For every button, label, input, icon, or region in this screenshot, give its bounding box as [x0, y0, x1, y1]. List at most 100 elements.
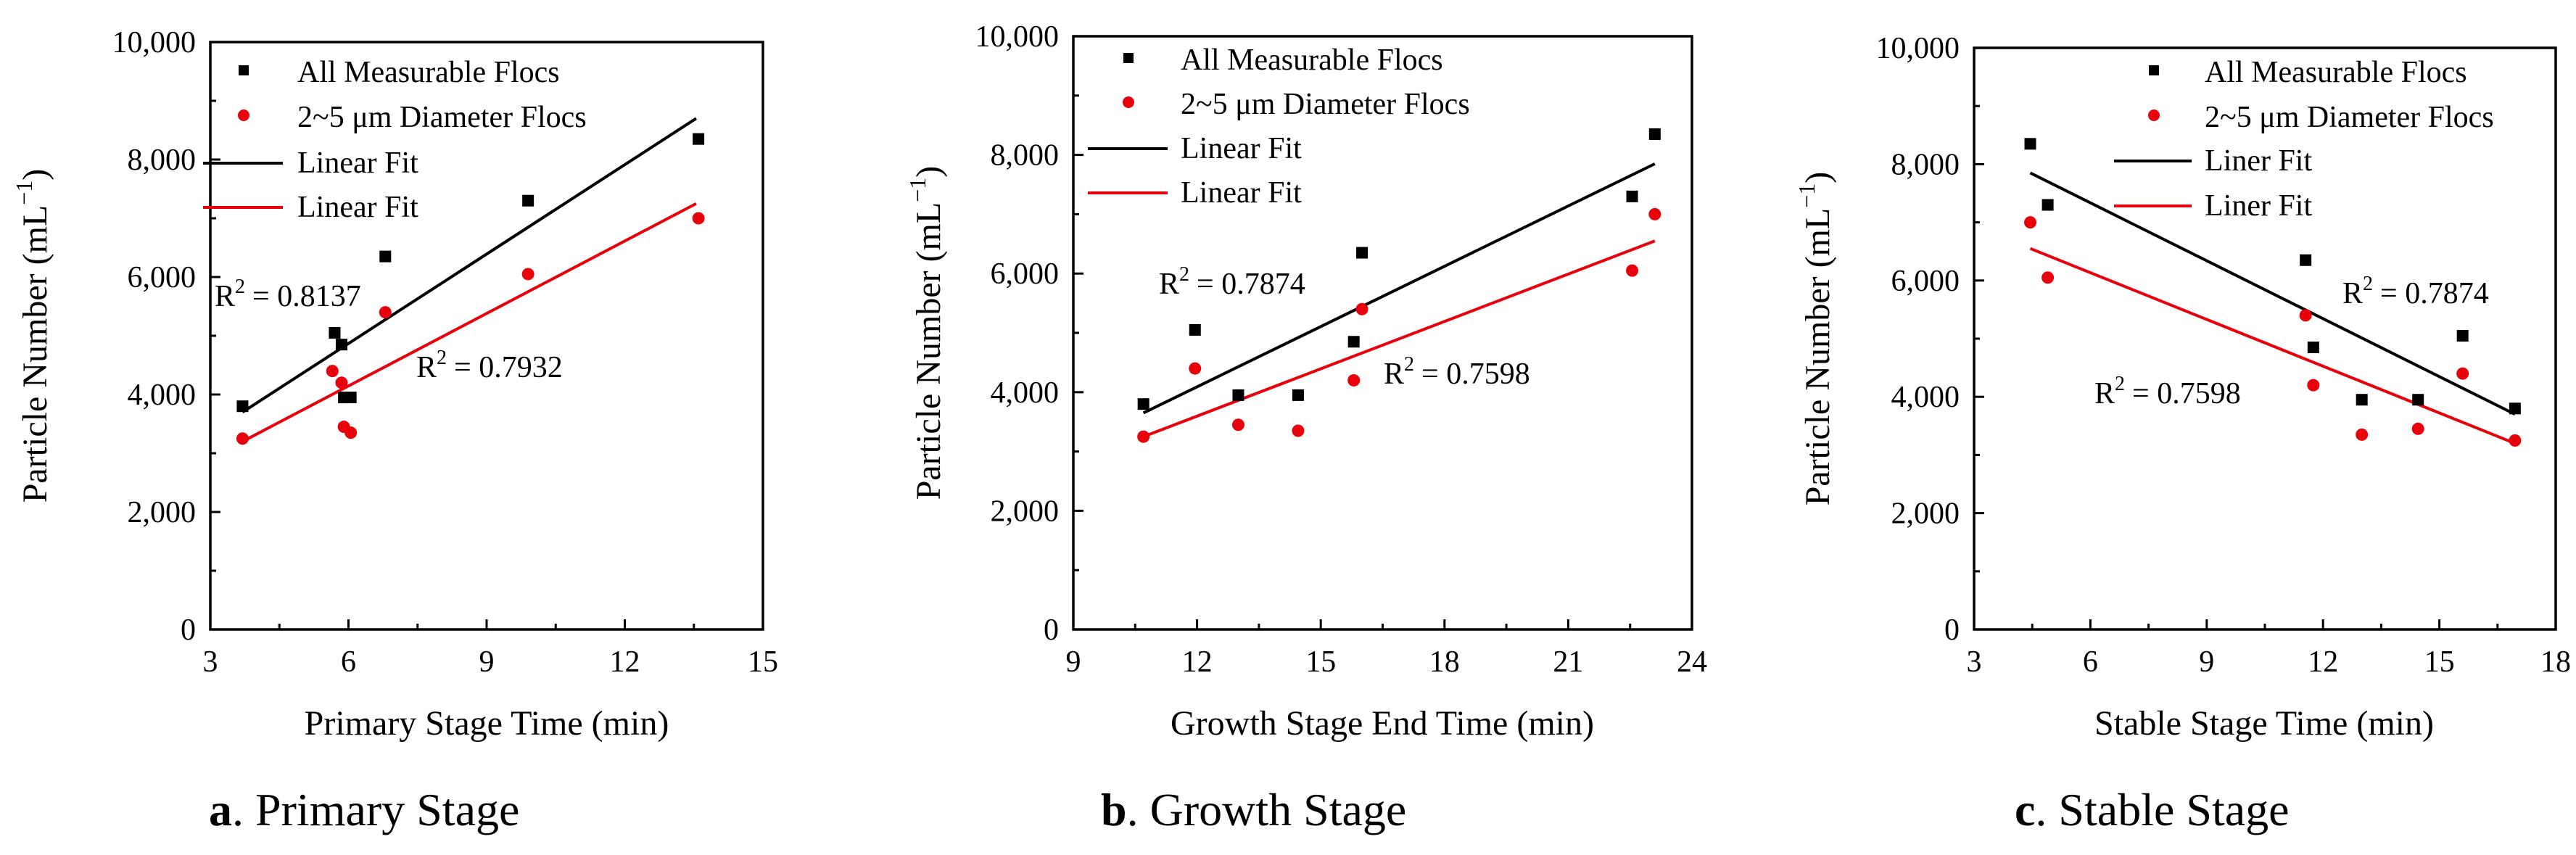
point-a-small-flocs: [344, 426, 358, 439]
legend-c-circle-marker: [2148, 110, 2160, 121]
y-tick-label-b: 6,000: [991, 257, 1060, 291]
point-c-all-flocs: [2456, 329, 2469, 342]
point-c-small-flocs: [2509, 434, 2522, 447]
y-tick-label-b: 2,000: [991, 495, 1060, 528]
panel-c-marks: [2024, 138, 2522, 447]
x-axis-label-c: Stable Stage Time (min): [2094, 704, 2434, 743]
y-tick-label-b: 8,000: [991, 139, 1060, 173]
legend-c-square-marker: [2149, 65, 2159, 75]
x-tick-label-b: 9: [1066, 645, 1081, 679]
point-a-all-flocs: [236, 400, 249, 413]
caption-c: c. Stable Stage: [2015, 784, 2290, 835]
point-c-small-flocs: [2299, 309, 2312, 322]
y-tick-label-a: 2,000: [128, 496, 197, 529]
point-c-all-flocs: [2042, 199, 2054, 211]
point-b-small-flocs: [1292, 424, 1305, 437]
fit-line-c-all-flocs: [2029, 171, 2516, 416]
point-c-all-flocs: [2356, 394, 2368, 406]
legend-c-all-flocs: All Measurable Flocs: [2205, 56, 2467, 89]
y-tick-label-c: 8,000: [1891, 148, 1960, 181]
point-c-all-flocs: [2509, 402, 2521, 415]
point-b-small-flocs: [1137, 430, 1150, 443]
legend-c-small-flocs: 2~5 μm Diameter Flocs: [2205, 101, 2494, 134]
point-b-all-flocs: [1137, 398, 1149, 410]
x-tick-label-a: 12: [610, 645, 640, 679]
point-b-small-flocs: [1347, 373, 1361, 387]
legend-b-small-flocs: 2~5 μm Diameter Flocs: [1181, 88, 1470, 121]
legend-a-fit-black: Linear Fit: [297, 146, 418, 180]
point-a-all-flocs: [335, 339, 347, 351]
point-c-small-flocs: [2411, 422, 2424, 435]
point-c-all-flocs: [2307, 342, 2319, 354]
legend-c-fit-black: Liner Fit: [2205, 144, 2312, 178]
y-tick-label-b: 0: [1044, 614, 1059, 647]
point-c-small-flocs: [2042, 271, 2055, 284]
point-a-all-flocs: [344, 392, 357, 404]
point-a-small-flocs: [379, 306, 392, 319]
y-axis-label-c: Particle Number (mL−1): [1793, 172, 1837, 506]
legend-b-fit-black: Linear Fit: [1181, 132, 1302, 165]
point-b-small-flocs: [1648, 207, 1661, 220]
caption-b: b. Growth Stage: [1101, 784, 1406, 835]
point-c-all-flocs: [2024, 138, 2036, 150]
legend-a-circle-marker: [238, 110, 249, 121]
legend-a-fit-red: Linear Fit: [297, 191, 418, 224]
panel-c-ticks: 3 6 9 12 15 18 0 2,000 4,000 6,000 8,000 10,000: [1876, 32, 2572, 679]
y-tick-label-c: 0: [1944, 614, 1960, 647]
x-axis-label-b: Growth Stage End Time (min): [1171, 704, 1594, 743]
y-tick-label-b: 4,000: [991, 376, 1060, 410]
x-tick-label-b: 12: [1182, 645, 1213, 679]
fit-line-b-all-flocs: [1142, 162, 1656, 415]
panel-b-ticks: 9 12 15 18 21 24 0 2,000 4,000 6,000 8,000 10,000: [975, 20, 1708, 679]
panel-c-frame: [1973, 46, 2557, 631]
point-b-all-flocs: [1189, 323, 1201, 336]
panel-c: 3 6 9 12 15 18 0 2,000 4,000 6,000 8,000 10,000 All…: [1793, 32, 2571, 835]
point-b-small-flocs: [1626, 264, 1639, 277]
legend-a-square-marker: [239, 65, 249, 75]
x-tick-label-c: 15: [2424, 645, 2455, 679]
panel-a: 3 6 9 12 15 0 2,000 4,000 6,000 8,000 10,000 All M…: [11, 26, 778, 835]
point-c-small-flocs: [2456, 367, 2469, 380]
r2-a-red: R2 = 0.7932: [416, 347, 563, 384]
x-tick-label-a: 3: [203, 645, 218, 679]
legend-b-circle-marker: [1123, 96, 1134, 108]
point-b-all-flocs: [1232, 389, 1244, 401]
y-tick-label-c: 2,000: [1891, 497, 1960, 531]
legend-a-small-flocs: 2~5 μm Diameter Flocs: [297, 101, 587, 134]
legend-b-all-flocs: All Measurable Flocs: [1181, 44, 1443, 77]
point-b-small-flocs: [1231, 418, 1244, 431]
x-tick-label-c: 9: [2199, 645, 2214, 679]
legend-b-square-marker: [1123, 53, 1134, 63]
point-a-small-flocs: [521, 268, 534, 281]
x-tick-label-c: 6: [2083, 645, 2098, 679]
fit-line-b-small-flocs: [1142, 239, 1656, 439]
fit-line-a-small-flocs: [242, 202, 697, 443]
panel-b: 9 12 15 18 21 24 0 2,000 4,000 6,000 8,000 10,000 A…: [904, 20, 1707, 835]
y-tick-label-c: 4,000: [1891, 381, 1960, 414]
point-c-small-flocs: [2356, 428, 2369, 441]
x-axis-label-a: Primary Stage Time (min): [305, 704, 669, 743]
panel-a-marks: [236, 117, 705, 445]
legend-c-fit-red: Liner Fit: [2205, 189, 2312, 223]
point-c-small-flocs: [2307, 379, 2320, 392]
point-c-all-flocs: [2300, 254, 2312, 266]
point-c-all-flocs: [2412, 394, 2424, 406]
y-axis-label-b: Particle Number (mL−1): [904, 166, 948, 500]
point-a-all-flocs: [522, 194, 534, 207]
point-b-all-flocs: [1347, 336, 1360, 348]
panel-b-frame: [1072, 35, 1693, 631]
r2-c-black: R2 = 0.7874: [2342, 273, 2489, 310]
y-tick-label-a: 0: [181, 614, 196, 647]
point-b-small-flocs: [1189, 362, 1202, 375]
x-tick-label-b: 18: [1429, 645, 1460, 679]
panel-b-marks: [1137, 128, 1661, 443]
point-c-small-flocs: [2024, 216, 2037, 229]
point-b-all-flocs: [1292, 389, 1304, 401]
point-b-all-flocs: [1356, 247, 1368, 259]
y-axis-label-a: Particle Number (mL−1): [11, 169, 54, 503]
point-a-small-flocs: [692, 212, 705, 225]
point-b-small-flocs: [1355, 302, 1368, 315]
point-a-all-flocs: [693, 133, 705, 145]
y-tick-label-a: 6,000: [128, 261, 197, 294]
